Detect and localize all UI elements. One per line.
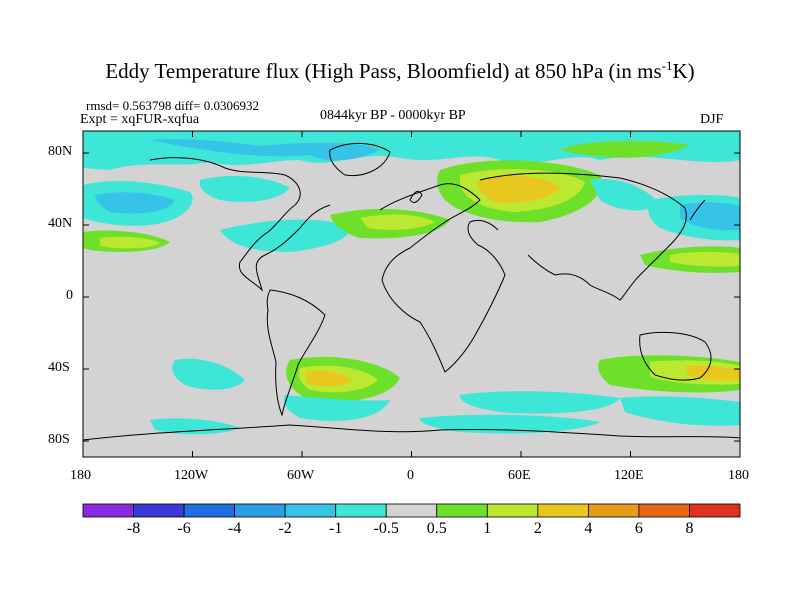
antarctic-negative [419,414,600,434]
eurasia-negative [590,179,660,211]
australia-coast [639,331,712,381]
australia-positive-core [685,365,740,381]
colorbar-label: 1 [483,520,492,537]
south-indian-negative [459,391,620,414]
colorbar-box-0 [82,503,134,518]
colorbar-box-3 [234,503,286,518]
antarctica-coast [83,424,740,441]
colorbar-label: 8 [685,520,694,537]
colorbar-box-11 [638,503,690,518]
north-america-coast [149,157,331,292]
greenland-coast [329,142,391,177]
lon-label-60e: 60E [508,468,531,483]
lat-label-80s: 80S [48,432,70,447]
lon-tick-marks [192,131,631,457]
stats-label: rmsd= 0.563798 diff= 0.0306932 [86,98,259,113]
lon-label-120e: 120E [614,468,644,483]
lon-label-60w: 60W [287,468,315,483]
colorbar-box-8 [486,503,539,518]
asia-coast [479,172,687,301]
colorbar-label: -4 [227,520,242,537]
colorbar-box-5 [335,503,387,518]
colorbar-label: 0.5 [426,520,447,537]
canada-negative [199,175,290,202]
colorbar-box-2 [183,503,236,518]
west-pacific-negative-core [680,202,740,231]
lon-label-120w: 120W [174,468,209,483]
north-pacific-negative-core [95,192,175,214]
west-pacific-positive-core [670,251,740,267]
uk-coast [409,190,423,203]
europe-africa-coast [379,183,506,373]
colorbar-label: 6 [634,520,643,537]
lat-label-80n: 80N [48,144,73,159]
colorbar-label: -8 [126,520,141,537]
colorbar-box-10 [587,503,640,518]
lon-label-180e: 180 [728,468,749,483]
lat-label-40s: 40S [48,360,70,375]
experiment-label: Expt = xqFUR-xqfua [80,112,200,127]
colorbar-box-12 [689,503,741,518]
colorbar-label: -0.5 [373,520,399,537]
colorbar-label: 2 [533,520,542,537]
colorbar-label: 4 [584,520,593,537]
eurasia-positive-core [477,175,560,203]
colorbar-box-1 [133,503,185,518]
north-atlantic-negative [220,219,349,252]
plot-title: Eddy Temperature flux (High Pass, Bloomf… [105,58,695,83]
colorbar-label: -2 [278,520,292,537]
south-america-coast [266,289,326,417]
southern-ocean-negative [620,396,740,426]
colorbar-label: -6 [177,520,191,537]
colorbar [82,503,741,518]
colorbar-box-9 [537,503,589,518]
ross-sea-negative [150,418,240,435]
south-atlantic-negative [283,395,390,421]
lat-label-40n: 40N [48,216,73,231]
lat-label-eq: 0 [66,288,73,303]
arctic-positive-patch [560,140,690,158]
season-label: DJF [700,112,724,127]
period-label: 0844kyr BP - 0000kyr BP [320,108,466,123]
lon-label-180w: 180 [70,468,91,483]
colorbar-box-6 [385,503,438,518]
lon-label-0: 0 [407,468,414,483]
japan-coast [689,199,706,221]
south-pacific-negative [172,358,245,390]
south-america-positive-core [305,370,352,387]
coastlines [83,142,740,441]
arctic-negative-area [83,131,740,170]
colorbar-label: -1 [329,520,343,537]
north-atlantic-positive-core [360,214,435,230]
arctic-negative-core [150,139,380,161]
lat-tick-marks [83,152,740,442]
north-pacific-positive-core [100,236,160,249]
colorbar-box-7 [436,503,488,518]
colorbar-box-4 [284,503,337,518]
map-field [83,131,740,457]
